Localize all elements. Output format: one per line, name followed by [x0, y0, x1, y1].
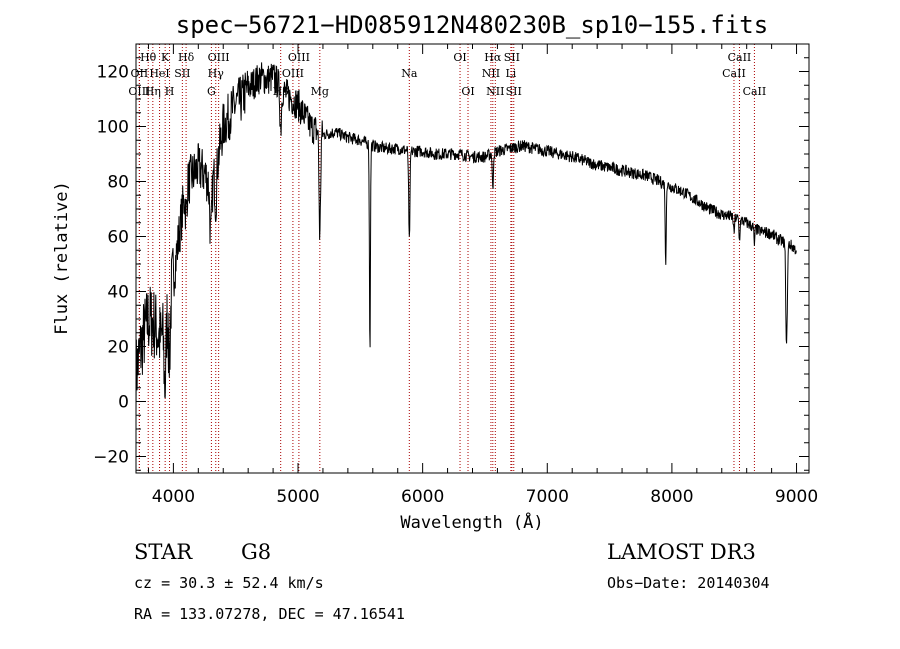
observation-date: Obs−Date: 20140304	[607, 574, 770, 592]
y-tick-label: 120	[97, 63, 129, 83]
y-tick-label: 60	[107, 228, 129, 248]
x-tick-label: 5000	[276, 487, 319, 507]
y-axis-label: Flux (relative)	[52, 181, 72, 335]
line-marker-label: NII	[482, 67, 500, 80]
x-tick-label: 8000	[650, 487, 693, 507]
line-marker-label: NII	[486, 85, 504, 98]
line-marker-label: Mg	[311, 85, 329, 98]
line-marker-label: Na	[401, 67, 418, 80]
y-tick-label: 40	[107, 283, 129, 303]
line-marker-label: OI	[461, 85, 474, 98]
line-marker-label: Hδ	[178, 51, 195, 64]
line-marker-label: CaII	[722, 67, 746, 80]
y-ticks: −20 0 20 40 60 80 100 120	[93, 43, 809, 471]
line-marker-label: H	[165, 85, 175, 98]
line-marker-label: OI	[453, 51, 466, 64]
plot-frame	[135, 43, 810, 474]
line-marker-label: Hη	[145, 85, 161, 98]
line-marker-label: Li	[505, 67, 516, 80]
line-markers	[138, 44, 755, 473]
line-marker-label: SII	[506, 85, 522, 98]
sky-coordinates: RA = 133.07278, DEC = 47.16541	[134, 605, 405, 623]
line-marker-label: CaII	[728, 51, 752, 64]
line-marker-label: Hθ	[140, 51, 157, 64]
line-marker-label: OIII	[208, 51, 230, 64]
line-marker-label: OII	[131, 67, 149, 80]
x-tick-label: 4000	[152, 487, 195, 507]
x-ticks: 4000 5000 6000 7000 8000 9000	[147, 44, 818, 507]
redshift-cz: cz = 30.3 ± 52.4 km/s	[134, 574, 324, 592]
line-marker-label: HeI	[149, 67, 169, 80]
line-marker-label: K	[161, 51, 170, 64]
line-marker-label: SII	[504, 51, 520, 64]
x-tick-label: 7000	[526, 487, 569, 507]
y-tick-label: 20	[107, 338, 129, 358]
chart-title: spec−56721−HD085912N480230B_sp10−155.fit…	[176, 11, 768, 39]
y-tick-label: 80	[107, 173, 129, 193]
line-marker-label: Hα	[484, 51, 502, 64]
line-marker-label: OIII	[128, 85, 150, 98]
line-marker-label: SII	[174, 67, 190, 80]
object-type: STAR	[134, 540, 193, 564]
line-marker-label: Hγ	[208, 67, 225, 80]
spectral-subclass: G8	[241, 540, 271, 564]
y-tick-label: 0	[118, 393, 129, 413]
y-tick-label: −20	[93, 448, 129, 468]
x-axis-label: Wavelength (Å)	[400, 511, 543, 533]
survey-name: LAMOST DR3	[607, 540, 756, 564]
line-marker-label: G	[207, 85, 216, 98]
line-marker-label: OIII	[288, 51, 310, 64]
x-tick-label: 6000	[401, 487, 444, 507]
spectrum-line	[135, 62, 797, 413]
y-tick-label: 100	[97, 118, 129, 138]
line-marker-label: OIII	[282, 67, 304, 80]
line-marker-label: CaII	[743, 85, 767, 98]
x-tick-label: 9000	[775, 487, 818, 507]
